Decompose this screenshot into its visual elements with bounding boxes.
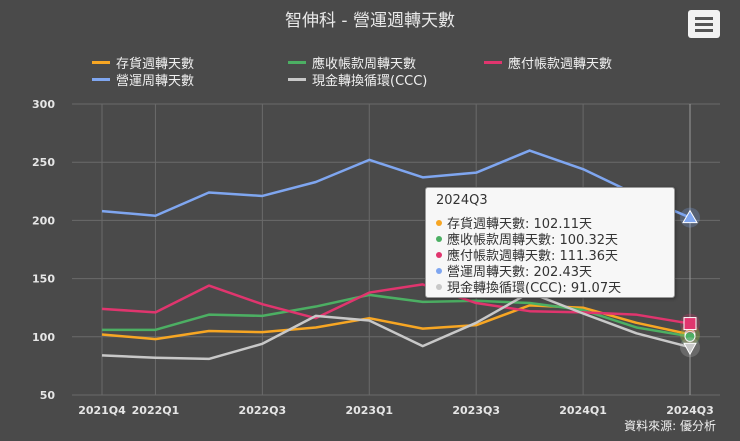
legend-item[interactable]: 營運周轉天數 — [92, 70, 194, 89]
tooltip-dot — [436, 220, 442, 226]
legend-swatch — [92, 78, 110, 81]
x-tick-label: 2021Q4 — [78, 404, 126, 417]
y-tick-label: 200 — [32, 214, 55, 227]
legend-item[interactable]: 現金轉換循環(CCC) — [288, 70, 427, 89]
tooltip-dot — [436, 284, 442, 290]
x-tick-label: 2022Q1 — [132, 404, 180, 417]
x-tick-label: 2024Q1 — [559, 404, 607, 417]
tooltip-dot — [436, 236, 442, 242]
legend-item[interactable]: 存貨週轉天數 — [92, 53, 194, 72]
tooltip-text: 應付帳款週轉天數: 111.36天 — [447, 249, 618, 264]
series-line-1 — [102, 293, 691, 338]
hamburger-menu-icon — [695, 17, 713, 20]
legend-swatch — [288, 61, 306, 64]
y-tick-label: 100 — [32, 331, 55, 344]
tooltip-text: 應收帳款周轉天數: 100.32天 — [447, 233, 618, 248]
tooltip-row: 應收帳款周轉天數: 100.32天 — [436, 229, 618, 248]
x-tick-label: 2024Q3 — [666, 404, 714, 417]
tooltip-title: 2024Q3 — [436, 193, 488, 208]
legend-label: 存貨週轉天數 — [116, 57, 195, 72]
legend-swatch — [288, 78, 306, 81]
legend-label: 現金轉換循環(CCC) — [312, 74, 428, 89]
y-tick-label: 300 — [32, 98, 55, 111]
legend-swatch — [484, 61, 502, 64]
tooltip-row: 存貨週轉天數: 102.11天 — [436, 213, 592, 232]
tooltip-dot — [436, 252, 442, 258]
legend-swatch — [92, 61, 110, 64]
marker-square — [683, 317, 697, 331]
legend-label: 應收帳款周轉天數 — [312, 57, 417, 72]
chart-menu-button[interactable] — [688, 10, 720, 38]
y-tick-label: 150 — [32, 273, 55, 286]
y-tick-label: 50 — [40, 389, 56, 402]
marker-triangle — [682, 209, 698, 224]
series-line-4 — [101, 291, 691, 361]
legend-label: 應付帳款週轉天數 — [508, 57, 613, 72]
tooltip-text: 營運周轉天數: 202.43天 — [447, 265, 592, 280]
series-line-3 — [101, 149, 691, 219]
tooltip-text: 現金轉換循環(CCC): 91.07天 — [447, 281, 622, 296]
x-tick-label: 2023Q3 — [452, 404, 500, 417]
series-line-2 — [101, 283, 691, 325]
tooltip-dot — [436, 268, 442, 274]
tooltip-row: 現金轉換循環(CCC): 91.07天 — [436, 277, 621, 296]
x-tick-label: 2023Q1 — [345, 404, 393, 417]
y-tick-label: 250 — [32, 156, 55, 169]
series-line-0 — [101, 304, 691, 341]
legend-label: 營運周轉天數 — [116, 74, 195, 89]
chart-title: 智伸科 - 營運週轉天數 — [285, 11, 455, 31]
legend-item[interactable]: 應付帳款週轉天數 — [484, 53, 612, 72]
tooltip-text: 存貨週轉天數: 102.11天 — [447, 217, 592, 232]
legend-item[interactable]: 應收帳款周轉天數 — [288, 53, 416, 72]
tooltip: 2024Q3 存貨週轉天數: 102.11天 應收帳款周轉天數: 100.32天應… — [425, 187, 675, 298]
x-tick-label: 2022Q3 — [239, 404, 287, 417]
marker-point-1 — [684, 330, 696, 342]
credits: 資料來源: 優分析 — [624, 419, 716, 433]
tooltip-row: 應付帳款週轉天數: 111.36天 — [436, 245, 618, 264]
marker-triangle-down — [683, 342, 697, 356]
tooltip-row: 營運周轉天數: 202.43天 — [436, 261, 592, 280]
